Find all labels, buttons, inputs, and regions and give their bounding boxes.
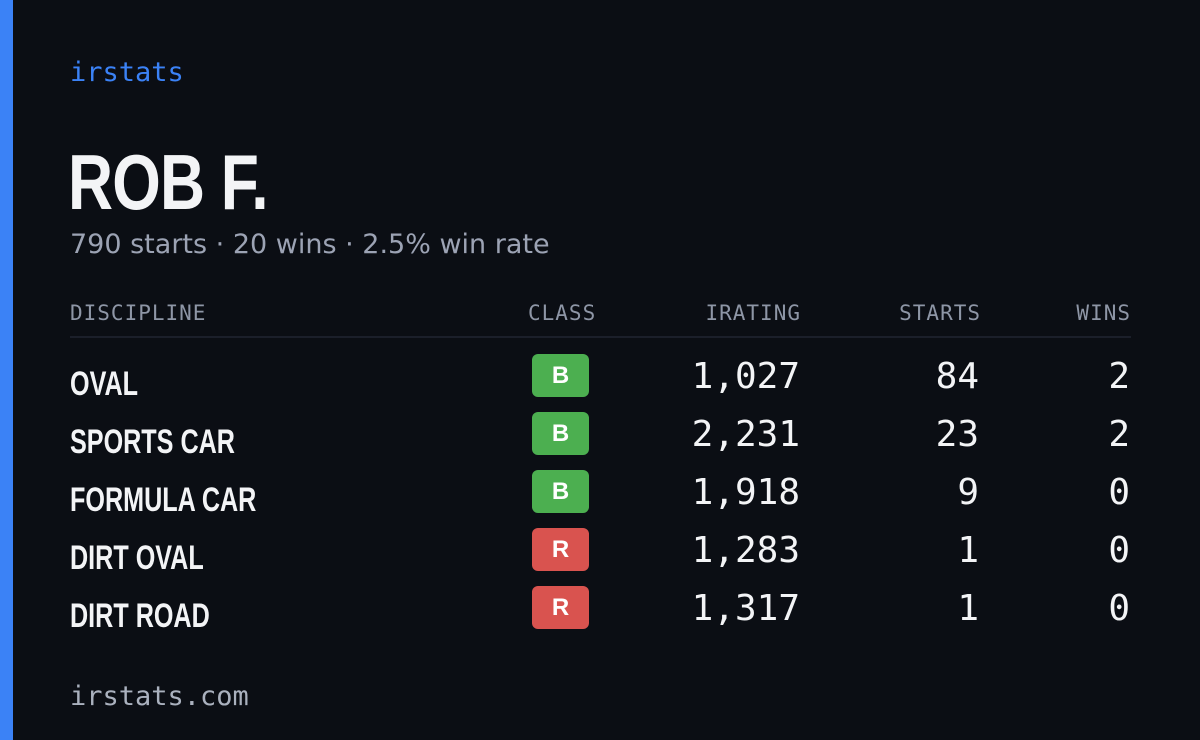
header-discipline: DISCIPLINE [70,301,207,325]
header-class: CLASS [528,301,597,325]
class-badge: B [532,412,589,455]
discipline-table: DISCIPLINE CLASS IRATING STARTS WINS OVA… [70,296,1131,642]
irating-value: 2,231 [691,414,800,455]
table-row: DIRT OVAL R 1,283 1 0 [70,526,1131,584]
wins-value: 0 [1108,472,1130,513]
discipline-name: DIRT OVAL [70,539,204,577]
irating-value: 1,283 [691,530,800,571]
starts-value: 84 [935,356,979,397]
irating-value: 1,317 [691,588,800,629]
header-starts: STARTS [899,301,981,325]
table-header: DISCIPLINE CLASS IRATING STARTS WINS [70,296,1131,338]
table-body: OVAL B 1,027 84 2 SPORTS CAR B 2,231 23 … [70,352,1131,642]
discipline-name: DIRT ROAD [70,597,210,635]
wins-value: 0 [1108,588,1130,629]
wins-value: 2 [1108,414,1130,455]
class-badge: B [532,470,589,513]
footer-url: irstats.com [70,681,249,712]
table-row: SPORTS CAR B 2,231 23 2 [70,410,1131,468]
header-irating: IRATING [705,301,801,325]
driver-name: ROB F. [68,138,269,226]
header-wins: WINS [1076,301,1131,325]
irating-value: 1,027 [691,356,800,397]
class-badge: B [532,354,589,397]
discipline-name: FORMULA CAR [70,481,257,519]
starts-value: 1 [957,588,979,629]
accent-bar [0,0,13,740]
class-badge: R [532,528,589,571]
table-row: FORMULA CAR B 1,918 9 0 [70,468,1131,526]
driver-summary: 790 starts · 20 wins · 2.5% win rate [70,229,550,260]
starts-value: 23 [935,414,979,455]
irating-value: 1,918 [691,472,800,513]
wins-value: 2 [1108,356,1130,397]
table-row: DIRT ROAD R 1,317 1 0 [70,584,1131,642]
class-badge: R [532,586,589,629]
starts-value: 1 [957,530,979,571]
brand-logo-text: irstats [70,57,184,88]
wins-value: 0 [1108,530,1130,571]
discipline-name: OVAL [70,365,139,403]
discipline-name: SPORTS CAR [70,423,235,461]
table-row: OVAL B 1,027 84 2 [70,352,1131,410]
starts-value: 9 [957,472,979,513]
